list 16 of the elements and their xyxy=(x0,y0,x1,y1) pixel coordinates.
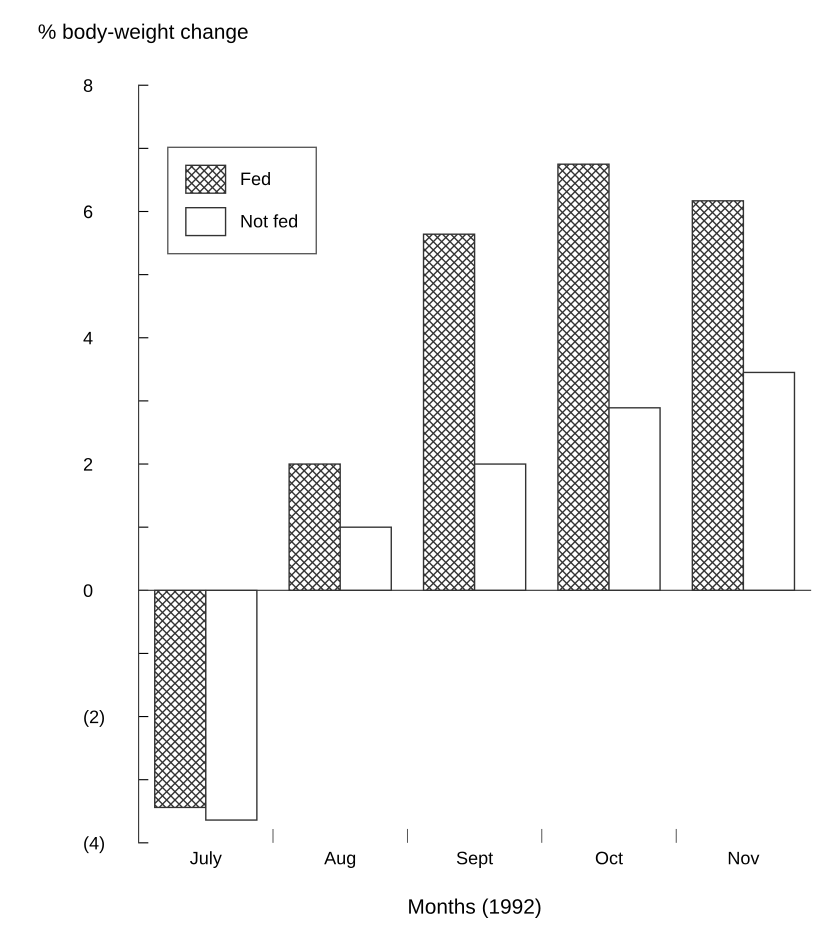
y-axis-title: % body-weight change xyxy=(38,24,248,44)
y-tick-label: 2 xyxy=(84,458,92,471)
legend-label: Fed xyxy=(241,172,270,186)
x-tick-label: Oct xyxy=(596,852,623,864)
y-tick-label: (4) xyxy=(84,836,104,854)
legend-label: Not fed xyxy=(241,214,298,228)
y-tick-label: 4 xyxy=(83,332,93,344)
x-axis-title: Months (1992) xyxy=(409,898,540,918)
y-tick-label: 6 xyxy=(84,205,92,218)
x-tick-label: Nov xyxy=(728,852,760,864)
y-tick-label: 8 xyxy=(84,79,92,92)
x-tick-label: Sept xyxy=(456,852,494,868)
y-tick-label: (2) xyxy=(84,710,104,727)
x-tick-label: Aug xyxy=(324,852,356,868)
y-tick-label: 0 xyxy=(84,584,92,598)
x-tick-label: July xyxy=(190,851,222,868)
